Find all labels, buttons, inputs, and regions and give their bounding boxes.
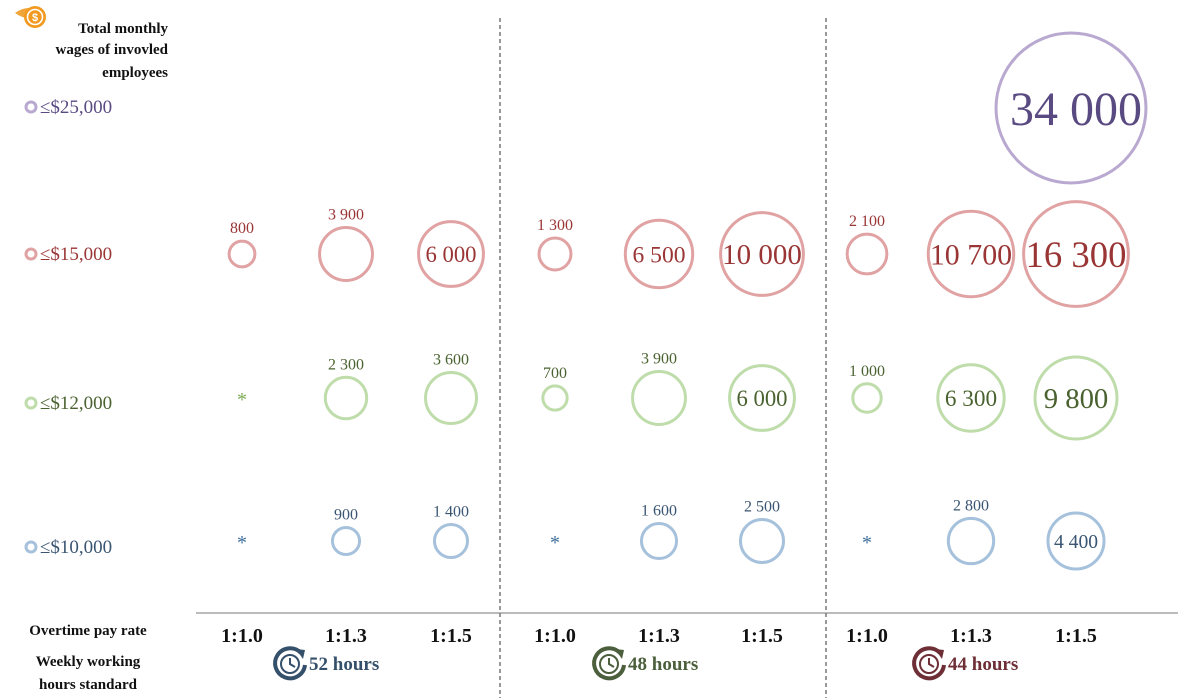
- data-label: 2 500: [744, 498, 780, 515]
- data-bubble: [851, 382, 883, 414]
- data-bubble: [728, 364, 796, 432]
- data-bubble: [424, 371, 478, 425]
- data-bubble: [639, 521, 679, 561]
- data-label: 1 600: [641, 502, 677, 519]
- data-label: 10 700: [930, 238, 1012, 271]
- clock-refresh-icon: [912, 646, 946, 681]
- data-label: 16 300: [1026, 234, 1127, 275]
- clock-refresh-icon: [273, 646, 307, 681]
- data-bubble: [946, 516, 996, 566]
- bubble-layer: 34 000 800 3 900 6 000 1 300 6 500 10 000 2 100…: [227, 31, 1148, 571]
- data-label: 6 000: [425, 242, 476, 267]
- data-bubble: [623, 218, 695, 290]
- legend-title-line: Total monthly: [78, 21, 168, 37]
- data-bubble: [994, 31, 1148, 185]
- data-label: 2 800: [953, 497, 989, 514]
- data-label: 1 000: [849, 363, 885, 380]
- rate-tick-label: 1:1.0: [846, 625, 888, 647]
- tier-marker: [24, 100, 38, 114]
- hours-group-label: 44 hours: [948, 654, 1018, 675]
- x-axis-labels: 1:1.0 1:1.3 1:1.5 52 hours 1:1.0 1:1.3 1:1.5 48…: [221, 625, 1097, 681]
- data-bubble: [537, 236, 573, 272]
- data-bubble: [738, 517, 786, 565]
- hours-group-label: 52 hours: [309, 654, 379, 675]
- data-bubble: [719, 211, 805, 297]
- tier-label: ≤$10,000: [40, 537, 112, 558]
- data-label: 900: [334, 506, 358, 523]
- wage-tier-legend: ≤$25,000 ≤$15,000 ≤$12,000 ≤$10,000: [24, 97, 112, 558]
- data-bubble: [845, 232, 889, 276]
- rate-tick-label: 1:1.5: [741, 625, 783, 647]
- no-data-mark: *: [237, 389, 247, 411]
- rate-tick-label: 1:1.3: [950, 625, 992, 647]
- svg-text:$: $: [32, 12, 38, 24]
- rate-tick-label: 1:1.0: [534, 625, 576, 647]
- data-label: 700: [543, 365, 567, 382]
- hours-group-label: 48 hours: [628, 654, 698, 675]
- data-bubble: [1046, 511, 1106, 571]
- legend-title-line: wages of invovled: [56, 42, 169, 58]
- rate-tick-label: 1:1.5: [1055, 625, 1097, 647]
- data-label: 800: [230, 220, 254, 237]
- data-bubble: [631, 370, 687, 426]
- dollar-coin-icon: $: [15, 6, 46, 28]
- data-label: 10 000: [722, 239, 802, 271]
- no-data-mark: *: [550, 532, 560, 554]
- no-data-mark: *: [862, 532, 872, 554]
- data-bubble: [227, 239, 257, 269]
- working-hours-label: Weekly working: [36, 654, 141, 670]
- data-bubble: [417, 220, 485, 288]
- tier-marker: [24, 396, 38, 410]
- clock-refresh-icon: [592, 646, 626, 681]
- overtime-rate-label: Overtime pay rate: [29, 623, 147, 639]
- data-label: 6 300: [945, 386, 997, 412]
- data-label: 1 400: [433, 503, 469, 520]
- data-label: 3 900: [328, 207, 364, 224]
- no-data-mark: *: [237, 532, 247, 554]
- tier-marker: [24, 540, 38, 554]
- rate-tick-label: 1:1.3: [325, 625, 367, 647]
- data-label: 3 600: [433, 352, 469, 369]
- tier-label: ≤$12,000: [40, 393, 112, 414]
- working-hours-label: hours standard: [39, 677, 138, 693]
- rate-tick-label: 1:1.3: [638, 625, 680, 647]
- data-label: 6 500: [632, 242, 685, 268]
- data-label: 3 900: [641, 351, 677, 368]
- data-bubble: [1033, 355, 1119, 441]
- data-label: 34 000: [1010, 83, 1142, 136]
- data-bubble: [432, 522, 470, 560]
- data-bubble: [318, 226, 374, 282]
- data-label: 6 000: [736, 386, 787, 411]
- rate-tick-label: 1:1.0: [221, 625, 263, 647]
- rate-tick-label: 1:1.5: [430, 625, 472, 647]
- data-bubble: [926, 209, 1016, 299]
- tier-marker: [24, 247, 38, 261]
- data-bubble: [1022, 200, 1130, 308]
- data-label: 2 100: [849, 213, 885, 230]
- data-label: 4 400: [1054, 532, 1098, 553]
- data-label: 1 300: [537, 217, 573, 234]
- data-label: 9 800: [1044, 383, 1109, 415]
- data-bubble: [323, 375, 369, 421]
- data-bubble: [936, 363, 1006, 433]
- legend-title-line: employees: [102, 65, 168, 81]
- data-bubble: [330, 525, 362, 557]
- data-label: 2 300: [328, 356, 364, 373]
- legend-header: $ Total monthly wages of invovled employ…: [15, 6, 169, 81]
- data-bubble: [541, 384, 569, 412]
- tier-label: ≤$15,000: [40, 244, 112, 265]
- tier-label: ≤$25,000: [40, 97, 112, 118]
